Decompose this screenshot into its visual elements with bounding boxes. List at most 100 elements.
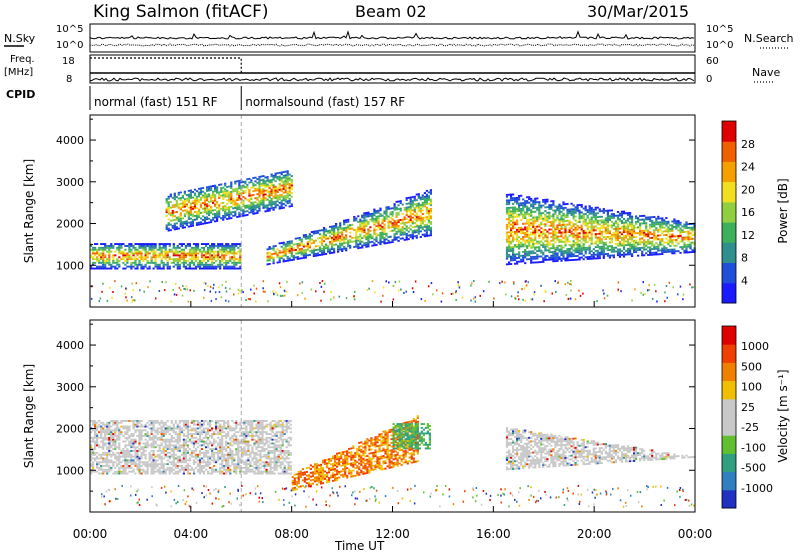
heatmap-cell	[90, 248, 93, 251]
heatmap-cell	[526, 239, 529, 242]
heatmap-cell	[530, 233, 533, 236]
heatmap-cell	[306, 243, 309, 245]
heatmap-cell	[522, 206, 525, 208]
heatmap-cell	[367, 237, 370, 240]
heatmap-cell	[213, 283, 215, 286]
heatmap-cell	[683, 223, 686, 226]
heatmap-cell	[270, 192, 273, 195]
heatmap-cell	[126, 450, 129, 452]
heatmap-cell	[205, 256, 208, 259]
heatmap-cell	[175, 216, 178, 219]
heatmap-cell	[614, 229, 617, 232]
heatmap-cell	[94, 258, 97, 261]
heatmap-cell	[196, 246, 200, 249]
heatmap-cell	[278, 186, 281, 189]
heatmap-cell	[663, 221, 666, 223]
heatmap-cell	[572, 242, 575, 244]
heatmap-cell	[225, 280, 227, 283]
heatmap-cell	[647, 229, 650, 232]
heatmap-cell	[162, 250, 165, 253]
heatmap-cell	[626, 238, 630, 241]
heatmap-cell	[168, 258, 171, 261]
heatmap-cell	[189, 210, 192, 213]
heatmap-cell	[250, 179, 253, 182]
heatmap-cell	[173, 194, 176, 197]
heatmap-cell	[199, 223, 203, 226]
heatmap-cell	[393, 203, 396, 206]
heatmap-cell	[369, 226, 372, 229]
heatmap-cell	[118, 463, 121, 466]
heatmap-cell	[657, 217, 660, 220]
heatmap-cell	[134, 463, 137, 466]
heatmap-cell	[584, 218, 587, 221]
heatmap-cell	[197, 212, 201, 215]
heatmap-cell	[560, 214, 563, 217]
heatmap-cell	[530, 259, 533, 262]
heatmap-cell	[393, 235, 396, 237]
heatmap-cell	[540, 234, 543, 237]
heatmap-cell	[150, 256, 153, 259]
heatmap-cell	[284, 180, 287, 182]
heatmap-cell	[238, 194, 241, 197]
heatmap-cell	[195, 224, 199, 226]
heatmap-cell	[429, 202, 432, 205]
heatmap-cell	[576, 238, 579, 240]
heatmap-cell	[188, 267, 191, 270]
colorbar-swatch	[722, 161, 736, 183]
heatmap-cell	[283, 289, 286, 292]
heatmap-cell	[385, 238, 388, 241]
heatmap-cell	[413, 209, 416, 211]
heatmap-cell	[526, 207, 529, 210]
heatmap-cell	[387, 208, 390, 210]
heatmap-cell	[685, 251, 688, 254]
heatmap-cell	[94, 252, 97, 255]
heatmap-cell	[546, 200, 549, 203]
heatmap-cell	[210, 221, 213, 224]
heatmap-cell	[218, 197, 221, 199]
heatmap-cell	[266, 263, 269, 266]
heatmap-cell	[178, 286, 181, 289]
heatmap-cell	[349, 224, 352, 227]
heatmap-cell	[616, 224, 620, 226]
heatmap-cell	[423, 199, 426, 202]
heatmap-cell	[158, 267, 161, 270]
heatmap-cell	[458, 286, 461, 289]
heatmap-cell	[540, 255, 543, 258]
heatmap-cell	[286, 202, 289, 205]
heatmap-cell	[367, 221, 370, 223]
heatmap-cell	[207, 265, 210, 268]
heatmap-cell	[629, 245, 632, 248]
heatmap-cell	[355, 238, 358, 241]
heatmap-cell	[641, 246, 644, 249]
heatmap-cell	[641, 215, 644, 217]
heatmap-cell	[252, 203, 255, 206]
heatmap-cell	[629, 236, 632, 239]
heatmap-cell	[94, 446, 97, 449]
heatmap-cell	[657, 223, 660, 226]
heatmap-cell	[671, 243, 674, 245]
heatmap-cell	[244, 182, 247, 185]
heatmap-cell	[169, 229, 172, 232]
heatmap-cell	[377, 234, 380, 237]
heatmap-cell	[663, 249, 666, 252]
heatmap-cell	[409, 234, 412, 236]
heatmap-cell	[651, 240, 654, 243]
heatmap-cell	[417, 225, 420, 227]
heatmap-cell	[532, 216, 535, 219]
heatmap-cell	[522, 254, 525, 257]
heatmap-cell	[518, 256, 521, 259]
heatmap-cell	[234, 207, 237, 209]
heatmap-cell	[417, 227, 420, 229]
heatmap-cell	[532, 205, 535, 208]
heatmap-cell	[229, 246, 232, 249]
heatmap-cell	[534, 231, 537, 234]
heatmap-cell	[138, 250, 141, 253]
heatmap-cell	[102, 267, 105, 270]
heatmap-cell	[361, 223, 364, 226]
heatmap-cell	[526, 209, 529, 212]
heatmap-cell	[164, 245, 167, 247]
heatmap-cell	[138, 433, 141, 435]
heatmap-cell	[421, 196, 424, 199]
heatmap-cell	[412, 291, 415, 293]
